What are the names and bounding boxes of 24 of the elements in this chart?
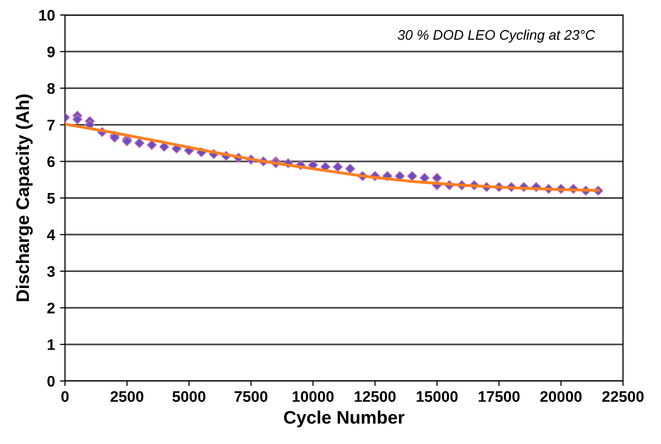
x-tick-label: 15000 [416,391,458,402]
y-tick-label: 2 [47,302,55,314]
y-tick-label: 8 [47,83,55,94]
x-tick-label: 0 [61,391,69,402]
x-tick-label: 7500 [234,391,268,402]
x-axis-title: Cycle Number [284,410,404,428]
y-tick-label: 0 [47,376,55,387]
y-tick-label: 7 [47,120,55,130]
y-tick-label: 10 [39,10,55,21]
annotation: 30 % DOD LEO Cycling at 23°C [398,30,596,43]
y-tick-label: 3 [47,266,55,277]
y-tick-label: 5 [47,193,55,204]
x-tick-label: 5000 [172,391,206,402]
y-axis-title: Discharge Capacity (Ah) [16,94,33,302]
x-tick-label: 20000 [540,391,582,402]
x-tick-label: 12500 [354,391,396,402]
x-tick-label: 2500 [110,391,144,402]
y-tick-label: 1 [48,339,55,350]
y-tick-label: 9 [47,46,55,58]
y-tick-label: 4 [47,230,56,240]
x-tick-label: 17500 [478,391,520,402]
x-tick-label: 22500 [602,391,644,402]
y-tick-label: 6 [47,156,55,168]
x-tick-label: 10000 [292,391,334,402]
